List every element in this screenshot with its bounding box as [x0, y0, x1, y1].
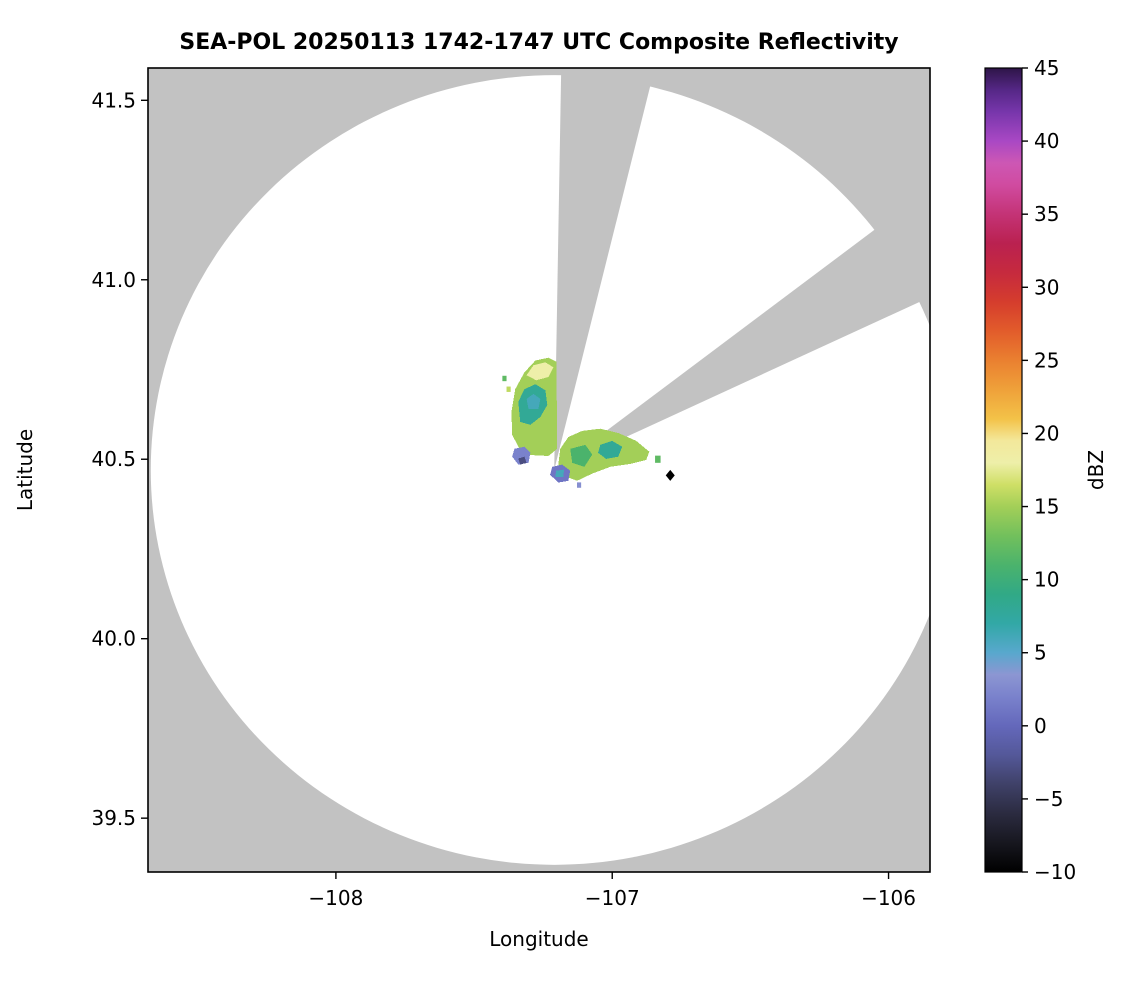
radar-coverage-circle — [150, 75, 930, 865]
echo-region-north-lobe-yellow-top — [526, 362, 554, 381]
colorbar-tick-label: −5 — [1034, 787, 1063, 811]
axes-layer: −108 −107 −106 39.5 40.0 40.5 41.0 41.5 — [91, 88, 916, 910]
colorbar-tick-label: 45 — [1034, 56, 1059, 80]
colorbar-ticks-layer: −10 −5 0 5 10 15 20 25 30 35 40 45 — [1022, 56, 1076, 884]
x-tick-label: −108 — [308, 886, 363, 910]
colorbar-tick-label: 0 — [1034, 714, 1047, 738]
echo-region-north-lobe-teal-core — [526, 393, 541, 409]
y-tick-label: 40.5 — [91, 447, 136, 471]
echo-spot — [502, 375, 507, 382]
echo-region-south-blob-teal — [555, 469, 565, 477]
echo-spot — [655, 455, 661, 463]
chart-title: SEA-POL 20250113 1742-1747 UTC Composite… — [179, 30, 898, 55]
colorbar-tick-label: 30 — [1034, 275, 1059, 299]
y-tick-label: 39.5 — [91, 806, 136, 830]
colorbar-tick-label: 5 — [1034, 641, 1047, 665]
colorbar-tick-label: 35 — [1034, 202, 1059, 226]
blocked-sector — [554, 188, 930, 470]
y-axis-label: Latitude — [13, 429, 37, 511]
y-tick-label: 40.0 — [91, 627, 136, 651]
echo-region-east-lobe-teal — [598, 440, 623, 459]
colorbar-tick-label: 15 — [1034, 495, 1059, 519]
colorbar-tick-label: 10 — [1034, 568, 1059, 592]
echo-spot — [506, 386, 511, 392]
x-axis-label: Longitude — [489, 927, 588, 951]
x-tick-label: −106 — [861, 886, 916, 910]
x-tick-label: −107 — [585, 886, 640, 910]
y-tick-label: 41.5 — [91, 88, 136, 112]
blocked-sector — [554, 68, 655, 470]
colorbar-label: dBZ — [1084, 450, 1108, 490]
echo-spot — [576, 482, 582, 488]
colorbar-tick-label: 20 — [1034, 421, 1059, 445]
plot-frame — [147, 67, 931, 873]
echo-region-east-lobe-green — [570, 444, 593, 467]
radar-coverage-layer — [150, 68, 930, 865]
colorbar — [984, 67, 1023, 873]
site-marker-diamond — [665, 469, 675, 481]
colorbar-tick-label: 25 — [1034, 348, 1059, 372]
y-tick-label: 41.0 — [91, 268, 136, 292]
echo-region-west-dark-speck — [518, 456, 527, 465]
colorbar-tick-label: 40 — [1034, 129, 1059, 153]
echo-region-west-lavender-patch — [512, 446, 531, 465]
colorbar-tick-label: −10 — [1034, 860, 1076, 884]
